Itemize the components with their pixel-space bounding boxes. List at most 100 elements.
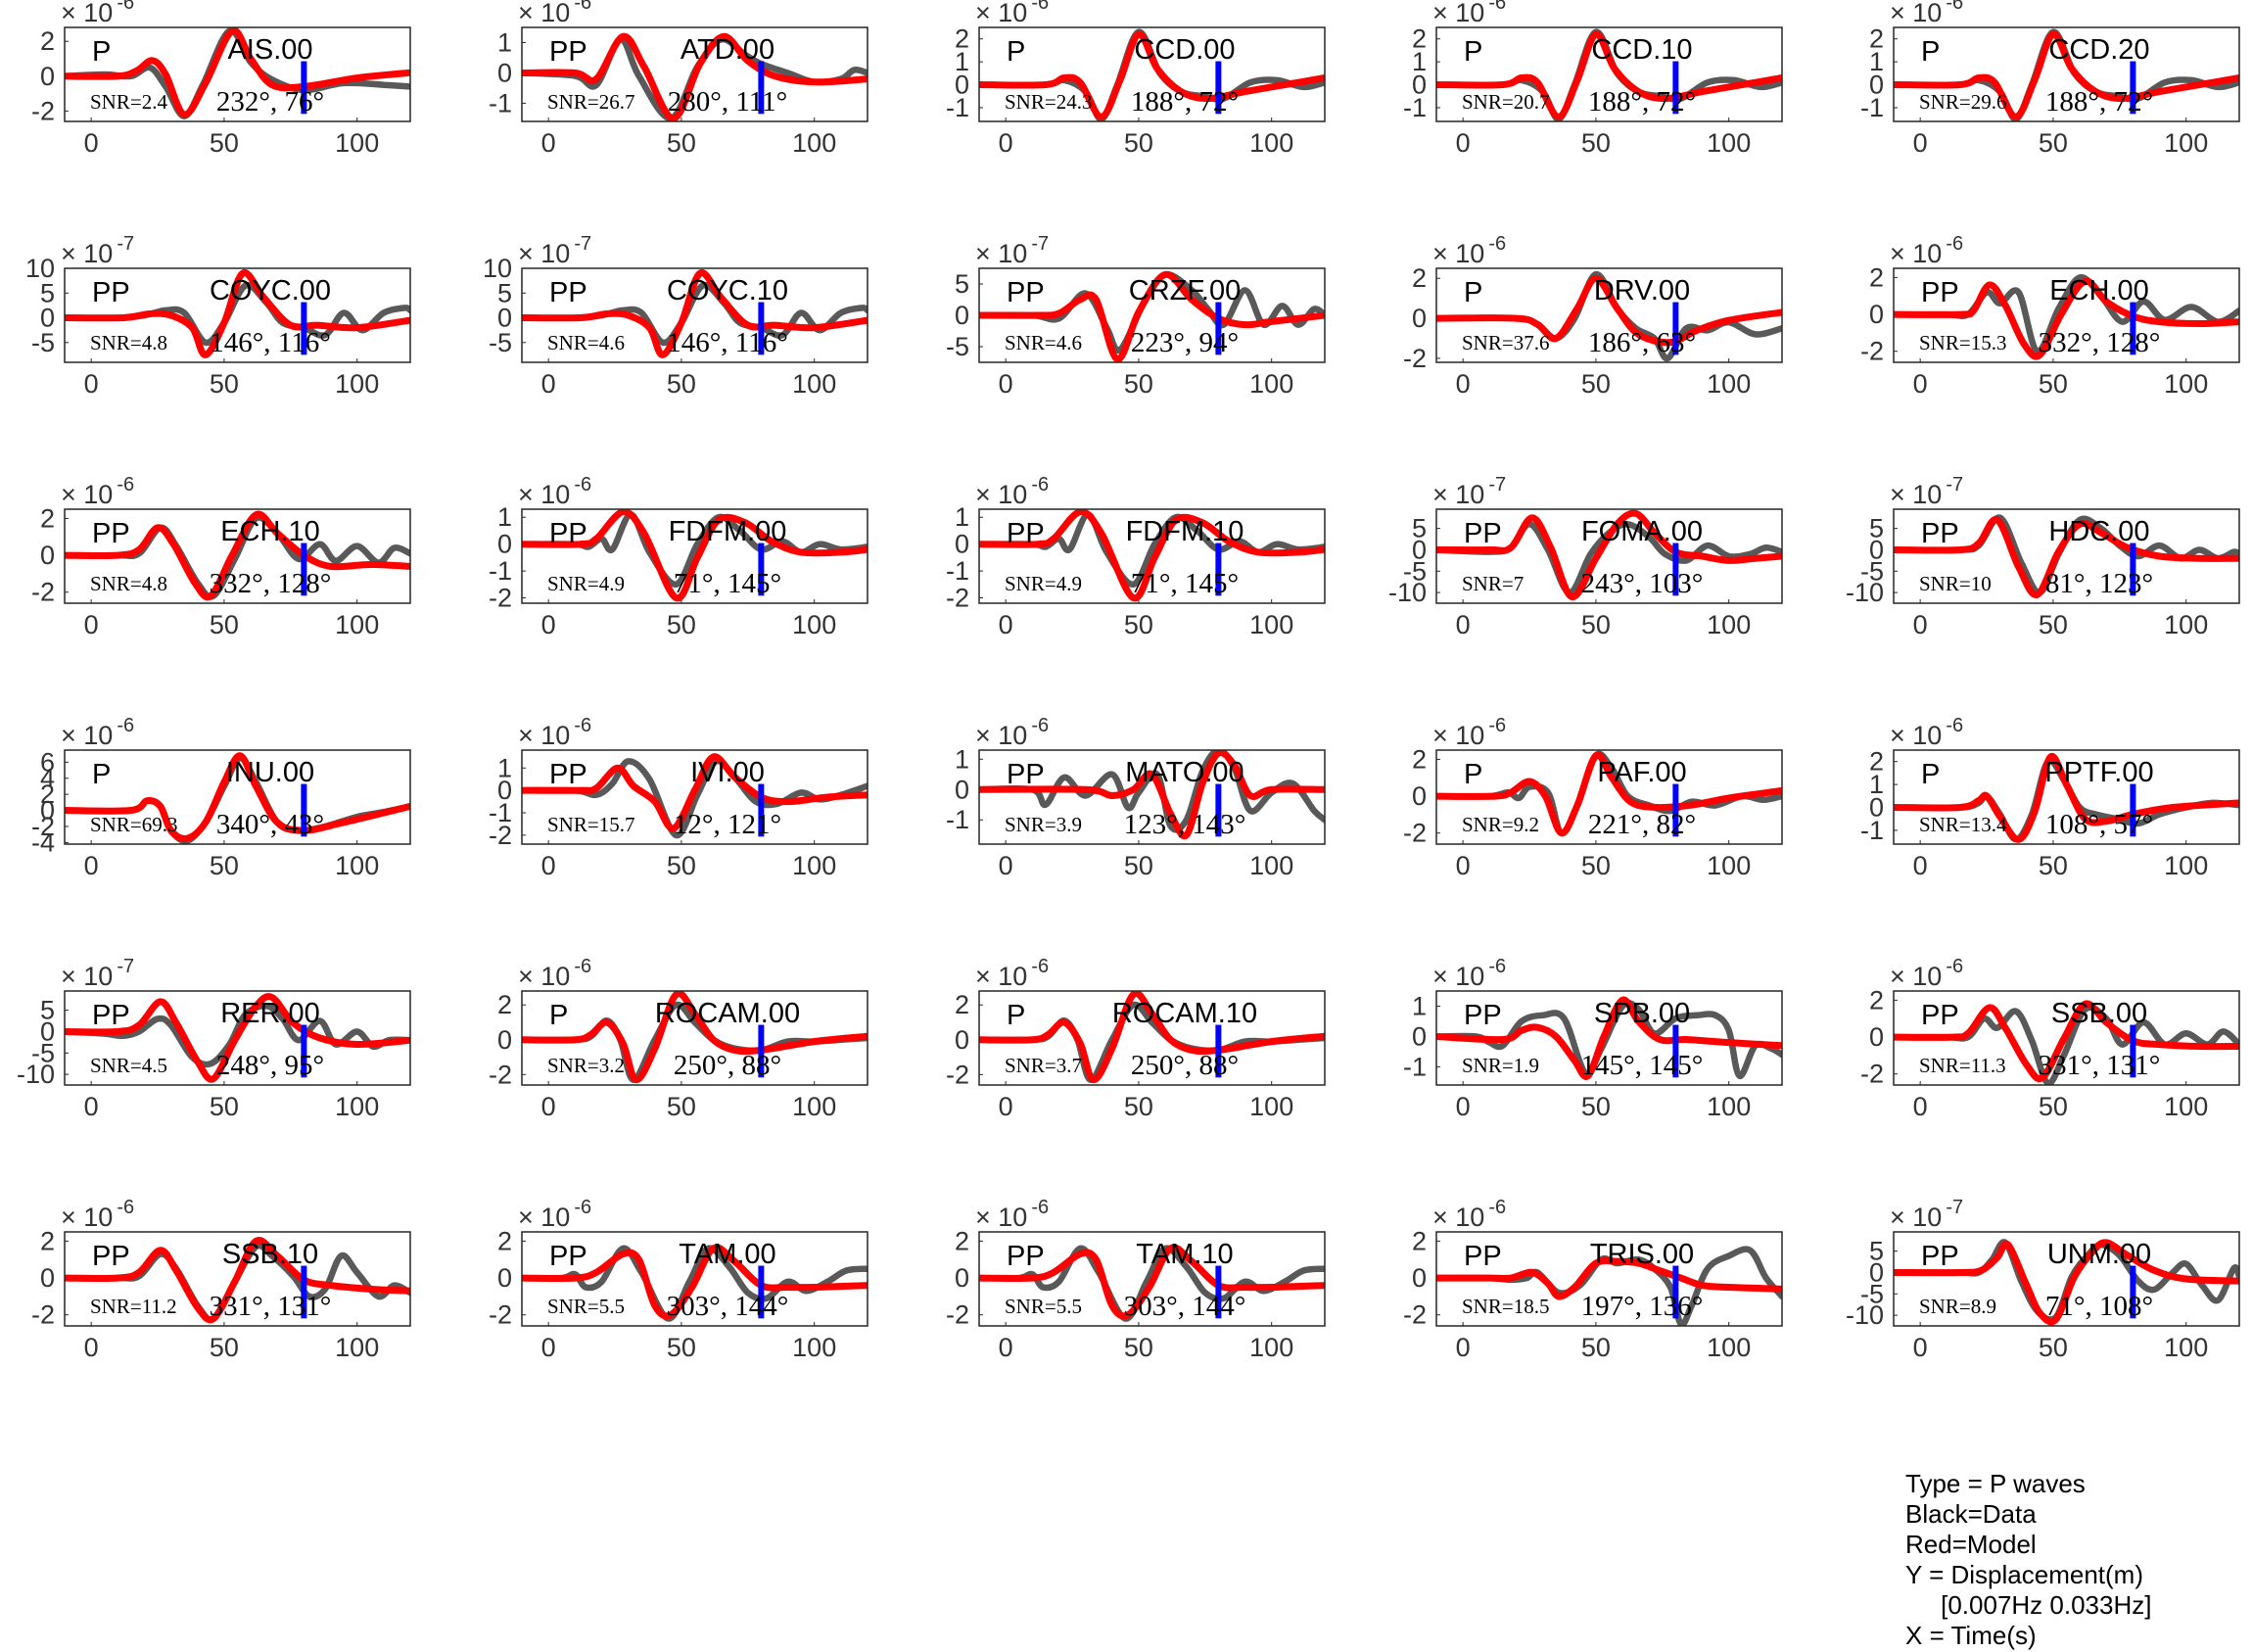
- y-exponent-label: × 10 -6: [1890, 715, 1963, 750]
- azimuth-angles-label: 145°, 145°: [1581, 1050, 1704, 1081]
- time-marker: [758, 543, 765, 596]
- plot-area: [979, 1244, 1325, 1322]
- x-tick-label: 0: [1913, 1333, 1928, 1362]
- snr-label: SNR=24.3: [1005, 90, 1092, 114]
- time-marker: [1672, 1024, 1679, 1078]
- y-tick-label: -2: [31, 96, 55, 125]
- plot-area: [1894, 274, 2239, 360]
- time-marker: [1672, 543, 1679, 596]
- legend-band: [0.007Hz 0.033Hz]: [1905, 1590, 2152, 1620]
- y-exponent-label: × 10 -6: [1432, 1197, 1506, 1232]
- azimuth-angles-label: 303°, 144°: [667, 1291, 789, 1322]
- model-waveform: [979, 750, 1325, 840]
- phase-label: P: [1007, 36, 1025, 68]
- time-marker: [758, 783, 765, 837]
- azimuth-angles-label: 188°, 72°: [1131, 86, 1239, 118]
- x-tick-label: 100: [1707, 369, 1751, 399]
- x-tick-label: 50: [1581, 1333, 1611, 1362]
- model-waveform: [1436, 274, 1782, 347]
- y-tick-label: 2: [497, 990, 512, 1019]
- x-tick-label: 100: [1707, 1333, 1751, 1362]
- panel-SSB.10: 0 50 100 2 0 -2 × 10 -6 PP SSB.10 SNR=11.2 331°, 13…: [31, 1197, 411, 1362]
- y-exponent-label: × 10 -7: [1890, 474, 1963, 509]
- panel-PAF.00: 0 50 100 2 0 -2 × 10 -6 P PAF.00 SNR=9.2 221°, 82°: [1403, 715, 1783, 880]
- y-tick-label: 4: [40, 764, 55, 793]
- y-tick-label: 0: [1869, 1257, 1884, 1287]
- y-tick-label: -2: [31, 1300, 55, 1330]
- phase-label: PP: [1921, 518, 1959, 549]
- snr-label: SNR=8.9: [1919, 1295, 1996, 1318]
- x-tick-label: 0: [1913, 1092, 1928, 1121]
- y-tick-label: -1: [489, 88, 512, 118]
- axes-box: [521, 749, 868, 845]
- time-marker: [758, 1265, 765, 1319]
- azimuth-angles-label: 303°, 144°: [1124, 1291, 1246, 1322]
- legend-model: Red=Model: [1905, 1530, 2037, 1559]
- panel-SSB.00: 0 50 100 2 0 -2 × 10 -6 PP SSB.00 SNR=11.3 331°, 13…: [1860, 956, 2240, 1121]
- y-tick-label: 1: [497, 27, 512, 57]
- snr-label: SNR=9.2: [1462, 813, 1539, 836]
- snr-label: SNR=4.6: [547, 331, 625, 354]
- model-waveform: [1894, 30, 2239, 120]
- y-tick-label: 2: [1869, 747, 1884, 777]
- y-exponent-label: × 10 -6: [518, 474, 591, 509]
- snr-label: SNR=4.8: [90, 572, 167, 595]
- x-tick-label: 50: [1124, 610, 1153, 639]
- snr-label: SNR=15.3: [1919, 331, 2006, 354]
- phase-label: PP: [92, 1241, 130, 1272]
- axes-box: [521, 267, 868, 363]
- data-waveform: [1894, 1004, 2239, 1085]
- station-label: ROCAM.00: [655, 998, 800, 1029]
- y-tick-label: 2: [497, 1226, 512, 1255]
- snr-label: SNR=4.9: [1005, 572, 1082, 595]
- y-tick-label: 2: [40, 503, 55, 533]
- y-tick-label: 0: [1869, 300, 1884, 329]
- y-tick-label: 5: [1869, 514, 1884, 543]
- time-marker: [301, 1265, 307, 1319]
- time-marker: [301, 543, 307, 596]
- snr-label: SNR=3.7: [1005, 1054, 1082, 1077]
- y-tick-label: 0: [1412, 781, 1427, 811]
- y-exponent-label: × 10 -6: [61, 0, 134, 27]
- x-tick-label: 50: [210, 1333, 239, 1362]
- axes-box: [1435, 26, 1783, 122]
- axes-box: [1435, 990, 1783, 1086]
- y-tick-label: -1: [1860, 816, 1884, 845]
- station-label: RER.00: [220, 998, 320, 1029]
- axes-box: [521, 990, 868, 1086]
- x-tick-label: 0: [1456, 128, 1471, 158]
- y-tick-label: 0: [497, 58, 512, 87]
- panel-AIS.00: 0 50 100 2 0 -2 × 10 -6 P AIS.00 SNR=2.4 232°, 76°: [31, 0, 411, 158]
- axes-box: [1435, 749, 1783, 845]
- snr-label: SNR=4.9: [547, 572, 625, 595]
- phase-label: PP: [549, 277, 587, 308]
- station-label: MATO.00: [1125, 757, 1243, 788]
- snr-label: SNR=3.2: [547, 1054, 625, 1077]
- station-label: COYC.10: [667, 275, 788, 307]
- model-waveform: [979, 1244, 1325, 1320]
- panel-ROCAM.00: 0 50 100 2 0 -2 × 10 -6 P ROCAM.00 SNR=3.2 250°, 88…: [489, 956, 868, 1121]
- station-label: SSB.00: [2051, 998, 2147, 1029]
- phase-label: PP: [549, 36, 587, 68]
- snr-label: SNR=15.7: [547, 813, 634, 836]
- x-tick-label: 0: [999, 128, 1013, 158]
- phase-label: PP: [1464, 518, 1502, 549]
- y-tick-label: 2: [1869, 24, 1884, 54]
- x-tick-label: 0: [541, 610, 556, 639]
- x-tick-label: 100: [2164, 369, 2208, 399]
- y-tick-label: 0: [40, 1016, 55, 1046]
- y-tick-label: 0: [497, 776, 512, 805]
- x-tick-label: 0: [1456, 369, 1471, 399]
- y-tick-label: 0: [40, 304, 55, 333]
- x-tick-label: 50: [1124, 1333, 1153, 1362]
- y-tick-label: -2: [489, 821, 512, 850]
- y-tick-label: 10: [25, 254, 55, 283]
- y-exponent-label: × 10 -6: [975, 474, 1049, 509]
- model-waveform: [1436, 30, 1782, 120]
